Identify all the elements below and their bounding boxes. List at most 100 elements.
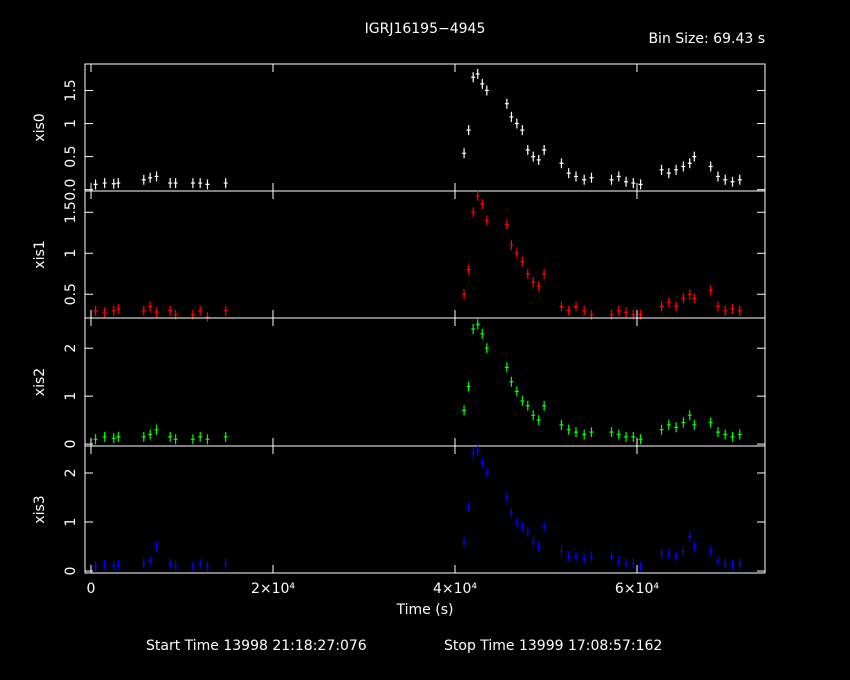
data-point — [141, 558, 146, 569]
data-point — [205, 312, 210, 323]
data-point — [559, 301, 564, 312]
stop-time: Stop Time 13999 17:08:57:162 — [444, 638, 662, 654]
data-point — [659, 301, 664, 312]
data-point — [198, 558, 203, 569]
data-point — [638, 179, 643, 190]
data-point — [708, 546, 713, 557]
chart-title: IGRJ16195−4945 — [365, 21, 486, 37]
data-point — [148, 429, 153, 440]
data-point — [173, 561, 178, 572]
data-point — [631, 178, 636, 189]
y-tick-label: 1 — [63, 249, 79, 258]
data-point — [93, 305, 98, 316]
data-point — [624, 558, 629, 569]
data-point — [223, 305, 228, 316]
data-point — [692, 419, 697, 430]
data-point — [116, 560, 121, 571]
data-point — [111, 561, 116, 572]
data-point — [525, 144, 530, 155]
data-point — [687, 410, 692, 421]
data-point — [692, 293, 697, 304]
start-time: Start Time 13998 21:18:27:076 — [146, 638, 367, 654]
bin-size: Bin Size: 69.43 s — [648, 31, 765, 47]
data-point — [471, 72, 476, 83]
data-point — [466, 264, 471, 275]
data-point — [666, 168, 671, 179]
data-point — [631, 558, 636, 569]
data-point — [168, 431, 173, 442]
data-point — [102, 560, 107, 571]
data-point — [484, 343, 489, 354]
data-point — [631, 431, 636, 442]
data-point — [666, 419, 671, 430]
data-point — [525, 400, 530, 411]
data-point — [616, 556, 621, 567]
y-tick-label: 2 — [63, 344, 79, 353]
data-point — [509, 376, 514, 387]
data-point — [589, 172, 594, 183]
data-point — [659, 164, 664, 175]
data-point — [205, 434, 210, 445]
y-tick-label: 1 — [63, 119, 79, 128]
data-point — [616, 171, 621, 182]
data-point — [674, 422, 679, 433]
data-point — [609, 174, 614, 185]
x-tick-label: 2×10⁴ — [251, 581, 295, 597]
data-point — [471, 324, 476, 335]
data-point — [205, 561, 210, 572]
data-point — [173, 178, 178, 189]
data-point — [475, 445, 480, 456]
data-point — [589, 427, 594, 438]
data-point — [542, 400, 547, 411]
data-point — [708, 161, 713, 172]
data-point — [148, 301, 153, 312]
data-point — [148, 556, 153, 567]
data-point — [574, 427, 579, 438]
data-point — [536, 281, 541, 292]
data-point — [715, 301, 720, 312]
data-point — [168, 558, 173, 569]
data-point — [687, 531, 692, 542]
data-point — [566, 305, 571, 316]
data-point — [102, 178, 107, 189]
data-point — [462, 536, 467, 547]
data-point — [525, 268, 530, 279]
data-point — [582, 305, 587, 316]
data-point — [674, 551, 679, 562]
data-point — [205, 179, 210, 190]
y-axis-label: xis0 — [32, 113, 48, 141]
data-point — [737, 174, 742, 185]
data-point — [154, 424, 159, 435]
data-point — [111, 433, 116, 444]
data-point — [715, 171, 720, 182]
data-point — [154, 541, 159, 552]
data-point — [531, 151, 536, 162]
data-point — [659, 548, 664, 559]
data-point — [466, 502, 471, 513]
data-point — [475, 68, 480, 79]
data-point — [148, 172, 153, 183]
data-point — [542, 268, 547, 279]
data-point — [111, 305, 116, 316]
data-point — [141, 431, 146, 442]
data-point — [116, 178, 121, 189]
data-point — [737, 429, 742, 440]
data-point — [198, 178, 203, 189]
y-tick-label: 1 — [63, 518, 79, 527]
data-point — [93, 179, 98, 190]
data-point — [566, 168, 571, 179]
data-point — [514, 248, 519, 259]
y-tick-label: 0 — [63, 567, 79, 576]
data-point — [536, 541, 541, 552]
data-point — [536, 415, 541, 426]
data-point — [566, 551, 571, 562]
data-point — [674, 301, 679, 312]
data-point — [466, 125, 471, 136]
data-point — [173, 434, 178, 445]
data-point — [484, 215, 489, 226]
data-point — [582, 174, 587, 185]
data-point — [687, 158, 692, 169]
data-point — [674, 164, 679, 175]
data-point — [574, 301, 579, 312]
